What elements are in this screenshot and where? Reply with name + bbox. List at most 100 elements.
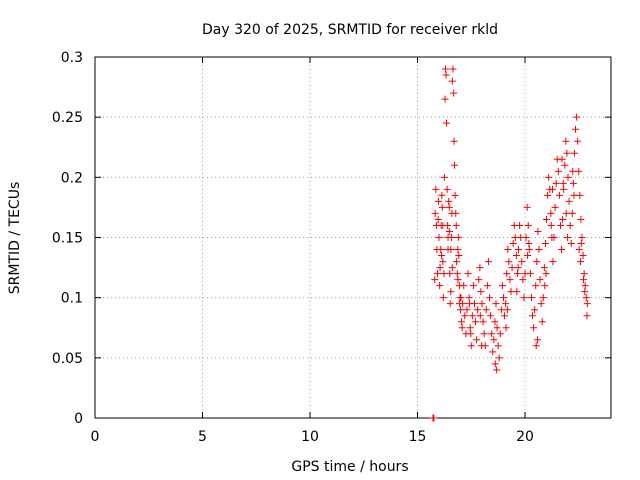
data-point (577, 240, 585, 248)
data-point (494, 342, 502, 350)
x-tick-label: 20 (516, 429, 534, 445)
data-point (461, 312, 469, 320)
data-point (476, 312, 484, 320)
data-point (583, 312, 591, 320)
data-point (577, 215, 585, 223)
data-point (503, 270, 511, 278)
data-point (513, 270, 521, 278)
data-point (469, 282, 477, 290)
data-point (558, 155, 566, 163)
data-point (435, 197, 443, 205)
data-point (492, 300, 500, 308)
data-point (478, 342, 486, 350)
data-point (518, 258, 526, 266)
data-point (495, 354, 503, 362)
data-point (564, 234, 572, 241)
data-point (445, 227, 453, 235)
data-point (444, 234, 452, 241)
data-point (560, 185, 568, 193)
data-point (526, 270, 534, 278)
y-tick-label: 0.15 (52, 231, 83, 247)
data-point (547, 221, 555, 229)
data-point (443, 185, 451, 193)
data-points (429, 65, 591, 422)
data-point (446, 300, 454, 308)
data-point (581, 288, 589, 296)
data-point (547, 209, 555, 217)
data-point (488, 330, 496, 338)
data-point (447, 246, 455, 254)
y-tick-label: 0.2 (61, 170, 83, 186)
data-point (551, 203, 559, 211)
data-point (438, 191, 446, 199)
data-point (502, 300, 510, 308)
x-tick-label: 5 (198, 429, 207, 445)
data-point (441, 65, 449, 73)
data-point (550, 234, 558, 241)
data-point (556, 221, 564, 229)
data-point (512, 252, 520, 260)
data-point (532, 342, 540, 350)
data-point (542, 270, 550, 278)
y-tick-label: 0.3 (61, 50, 83, 66)
data-point (477, 288, 485, 296)
data-point (436, 282, 444, 290)
data-point (582, 294, 590, 302)
data-point (472, 318, 480, 326)
data-point (574, 137, 582, 145)
data-point (579, 276, 587, 284)
data-point (544, 191, 552, 199)
data-point (490, 336, 498, 344)
data-point (452, 221, 460, 229)
data-point (453, 270, 461, 278)
data-point (541, 240, 549, 248)
data-point (431, 276, 439, 284)
data-point (538, 318, 546, 326)
data-point (487, 312, 495, 320)
data-point (458, 318, 466, 326)
data-point (505, 258, 513, 266)
data-point (570, 191, 578, 199)
data-point (537, 300, 545, 308)
data-point (480, 330, 488, 338)
data-point (549, 258, 557, 266)
data-point (466, 324, 474, 332)
data-point (454, 246, 462, 254)
data-point (430, 414, 438, 422)
data-point (431, 209, 439, 217)
data-point (515, 246, 523, 254)
data-point (569, 167, 577, 175)
chart-title: Day 320 of 2025, SRMTID for receiver rkl… (202, 22, 498, 38)
data-point (491, 360, 499, 368)
data-point (440, 173, 448, 181)
data-point (573, 113, 581, 121)
data-point (541, 282, 549, 290)
data-point (457, 306, 464, 314)
data-point (508, 264, 516, 272)
data-point (545, 173, 553, 181)
data-point (433, 270, 441, 278)
data-point (467, 342, 475, 350)
data-point (458, 324, 466, 332)
data-point (525, 246, 533, 254)
data-point (502, 324, 510, 332)
data-point (434, 215, 442, 223)
data-point (533, 336, 541, 344)
x-tick-label: 15 (409, 429, 427, 445)
data-point (564, 173, 572, 181)
data-point (474, 306, 482, 314)
data-point (493, 324, 501, 332)
data-point (479, 318, 487, 326)
data-point (498, 282, 506, 290)
data-point (579, 252, 587, 260)
data-point (569, 179, 577, 187)
y-tick-label: 0.1 (61, 291, 83, 307)
axis-ticks: 0 5 10 15 20 0 0.05 0.1 0.15 0.2 0.25 0.3 (52, 50, 611, 445)
y-tick-label: 0.25 (52, 110, 83, 126)
data-point (460, 282, 468, 290)
data-point (493, 366, 501, 374)
data-point (501, 312, 509, 320)
y-tick-label: 0 (74, 411, 83, 427)
data-point (468, 312, 476, 320)
data-point (436, 264, 444, 272)
